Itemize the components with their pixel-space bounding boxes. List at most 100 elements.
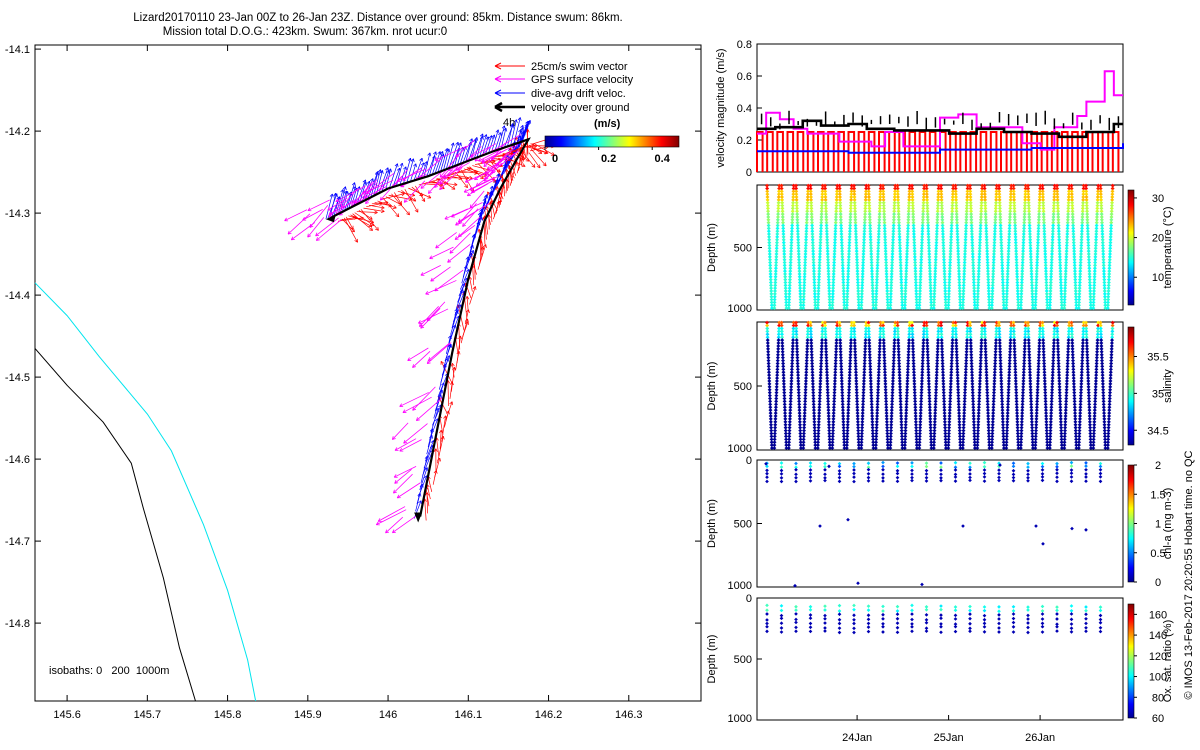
swim-vector bbox=[512, 150, 530, 162]
drift-vector bbox=[409, 163, 417, 182]
gps-vector bbox=[355, 181, 378, 205]
gps-vector bbox=[426, 342, 452, 364]
temperature-sample-dot bbox=[796, 234, 801, 239]
temperature-sample-dot bbox=[796, 243, 801, 248]
gps-vector bbox=[364, 185, 388, 199]
gps-vector-head bbox=[399, 447, 404, 452]
velocity-series-drift bbox=[757, 143, 1124, 154]
swim-speed-bar bbox=[1111, 131, 1120, 172]
temperature-sample-dot bbox=[794, 206, 799, 211]
swim-vector-head bbox=[406, 211, 410, 216]
gps-vector bbox=[463, 176, 496, 193]
temperature-sample-dot bbox=[809, 197, 814, 202]
gps-vector-head bbox=[458, 220, 463, 225]
drift-vector-head bbox=[446, 355, 451, 359]
swim-vector bbox=[434, 457, 441, 478]
isobath-note: isobaths: 0 200 1000m bbox=[49, 665, 169, 677]
swim-vector bbox=[343, 217, 358, 243]
drift-vector bbox=[462, 138, 473, 163]
gps-vector-head bbox=[307, 233, 312, 238]
swim-vector-head bbox=[517, 148, 522, 153]
gps-vector-head bbox=[463, 189, 468, 193]
drift-vector-head bbox=[427, 152, 432, 157]
gps-vector bbox=[361, 179, 394, 195]
drift-vector bbox=[491, 129, 499, 152]
temperature-sample-dot bbox=[781, 240, 786, 245]
temperature-sample-dot bbox=[794, 197, 799, 202]
gps-vector bbox=[454, 224, 476, 240]
temperature-sample-dot bbox=[781, 220, 785, 225]
gps-vector bbox=[377, 506, 406, 522]
gps-vector-head bbox=[394, 447, 399, 451]
gps-vector bbox=[458, 216, 481, 238]
gps-vector bbox=[328, 200, 356, 215]
temperature-sample-dot bbox=[779, 183, 784, 188]
salinity-colorbar-tick-label: 35.5 bbox=[1147, 352, 1168, 364]
drift-vector bbox=[419, 467, 428, 490]
gps-vector bbox=[439, 153, 460, 178]
swim-vector bbox=[437, 436, 444, 464]
drift-vector bbox=[467, 245, 474, 263]
temperature-sample-dot bbox=[783, 271, 788, 276]
drift-vector bbox=[388, 163, 398, 189]
swim-vector-head bbox=[550, 152, 555, 156]
gps-vector-head bbox=[426, 360, 431, 364]
gps-vector bbox=[483, 151, 502, 167]
drift-vector bbox=[478, 198, 486, 223]
temperature-sample-dot bbox=[774, 249, 779, 254]
gps-vector bbox=[402, 396, 432, 413]
drift-vector-head bbox=[329, 193, 334, 198]
salinity-sample-dot bbox=[931, 446, 936, 451]
temperature-sample-dot bbox=[812, 271, 817, 276]
swim-vector-head bbox=[374, 210, 378, 215]
drift-vector-head bbox=[394, 163, 399, 168]
map-x-tick-label: 146 bbox=[379, 709, 397, 721]
map-y-tick-label: -14.4 bbox=[5, 290, 30, 302]
gps-vector-head bbox=[483, 163, 488, 168]
gps-vector-head bbox=[420, 272, 425, 276]
temperature-sample-dot bbox=[780, 206, 785, 211]
gps-vector-head bbox=[340, 203, 345, 208]
swim-vector bbox=[401, 189, 417, 202]
temperature-sample-dot bbox=[780, 197, 785, 202]
temperature-sample-dot bbox=[811, 263, 816, 268]
swim-vector bbox=[337, 217, 364, 222]
drift-vector bbox=[465, 250, 474, 268]
drift-vector-head bbox=[362, 179, 367, 184]
gps-vector bbox=[393, 465, 417, 478]
drift-vector-head bbox=[418, 500, 422, 505]
temperature-sample-dot bbox=[767, 234, 772, 239]
swim-vector-head bbox=[525, 157, 530, 162]
temperature-sample-dot bbox=[772, 300, 777, 305]
legend-label-gps: GPS surface velocity bbox=[531, 74, 634, 86]
gps-vector bbox=[394, 438, 417, 451]
map-x-tick-label: 146.3 bbox=[615, 709, 643, 721]
velocity-series-ground bbox=[757, 119, 1123, 139]
temperature-sample-dot bbox=[781, 229, 786, 234]
drift-vector bbox=[460, 269, 470, 290]
salinity-sample-dot bbox=[786, 446, 791, 451]
swim-vector bbox=[445, 401, 453, 421]
temperature-sample-dot bbox=[810, 226, 815, 231]
swim-vector-head bbox=[388, 203, 393, 208]
gps-vector bbox=[474, 161, 503, 181]
gps-vector-head bbox=[385, 529, 390, 534]
temperature-sample-dot bbox=[779, 192, 784, 197]
temperature-sample-dot bbox=[808, 186, 813, 191]
gps-vector bbox=[458, 203, 477, 225]
swim-vector-head bbox=[351, 228, 355, 233]
gps-vector bbox=[407, 347, 429, 361]
temperature-sample-dot bbox=[787, 291, 792, 296]
swim-vector-head bbox=[474, 169, 478, 174]
gps-vector bbox=[403, 423, 428, 444]
swim-vector bbox=[532, 146, 548, 154]
swim-vector bbox=[424, 498, 427, 521]
drift-vector bbox=[420, 455, 428, 483]
swim-vector bbox=[411, 186, 424, 197]
swim-vector bbox=[352, 213, 373, 231]
salinity-colorbar-label: salinity bbox=[1162, 369, 1174, 403]
swim-vector-head bbox=[412, 197, 417, 202]
gps-vector-head bbox=[455, 221, 459, 226]
drift-vector bbox=[513, 117, 521, 145]
